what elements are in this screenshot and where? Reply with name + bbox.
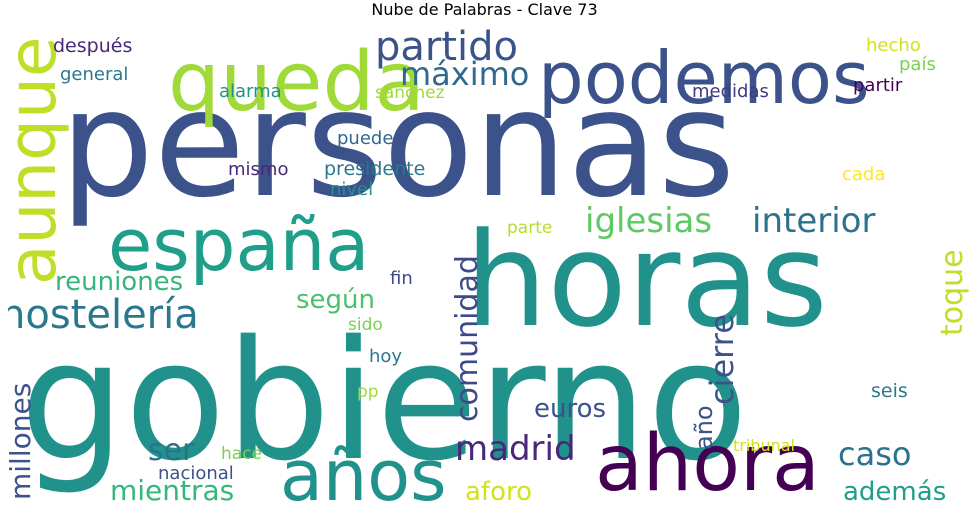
word-13: interior (752, 201, 875, 241)
page-title: Nube de Palabras - Clave 73 (371, 0, 598, 19)
word-31: sánchez (375, 83, 445, 103)
word-6: años (280, 435, 447, 507)
word-23: ser (148, 433, 195, 468)
word-3: podemos (538, 36, 869, 120)
word-24: aforo (465, 477, 532, 507)
word-10: partido (375, 24, 518, 70)
word-47: hace (221, 444, 262, 464)
word-32: medidas (692, 81, 769, 102)
word-15: comunidad (450, 255, 485, 422)
word-26: euros (534, 394, 606, 424)
word-0: gobierno (20, 305, 748, 497)
word-5: ahora (595, 419, 820, 507)
word-20: según (296, 285, 375, 315)
word-29: general (60, 64, 128, 85)
word-35: partir (853, 75, 903, 96)
word-7: españa (108, 203, 369, 287)
word-cloud: gobierno personas horas podemos queda ahora añ… (8, 22, 969, 507)
word-48: nacional (158, 463, 234, 484)
word-46: seis (871, 380, 908, 402)
word-25: además (843, 477, 946, 507)
word-33: hecho (866, 35, 921, 56)
word-37: mismo (228, 159, 288, 180)
word-42: fin (390, 268, 413, 289)
word-43: sido (348, 315, 383, 335)
word-38: presidente (324, 158, 425, 180)
word-9: hostelería (8, 292, 199, 338)
word-41: parte (507, 218, 552, 238)
word-14: madrid (455, 429, 576, 469)
word-27: año (690, 405, 718, 450)
word-45: pp (357, 382, 379, 402)
word-cloud-canvas: gobiernopersonashoraspodemosquedaahoraañ… (8, 24, 969, 507)
word-49: tribunal (733, 436, 795, 455)
word-16: cierre (703, 314, 741, 405)
word-1: personas (60, 58, 735, 230)
word-19: reuniones (55, 267, 183, 297)
word-4: queda (168, 35, 425, 130)
word-36: puede (337, 128, 393, 149)
word-2: horas (465, 204, 828, 356)
word-22: mientras (110, 474, 234, 507)
word-21: toque (935, 249, 969, 336)
word-8: aunque (8, 37, 71, 285)
word-17: millones (8, 383, 37, 500)
word-12: iglesias (585, 201, 712, 241)
word-28: después (53, 35, 132, 57)
word-18: caso (838, 435, 911, 473)
word-11: máximo (400, 55, 529, 93)
word-30: alarma (219, 81, 282, 102)
word-34: país (899, 54, 936, 75)
word-40: cada (842, 164, 885, 185)
word-44: hoy (369, 346, 402, 367)
word-39: nivel (330, 179, 373, 200)
